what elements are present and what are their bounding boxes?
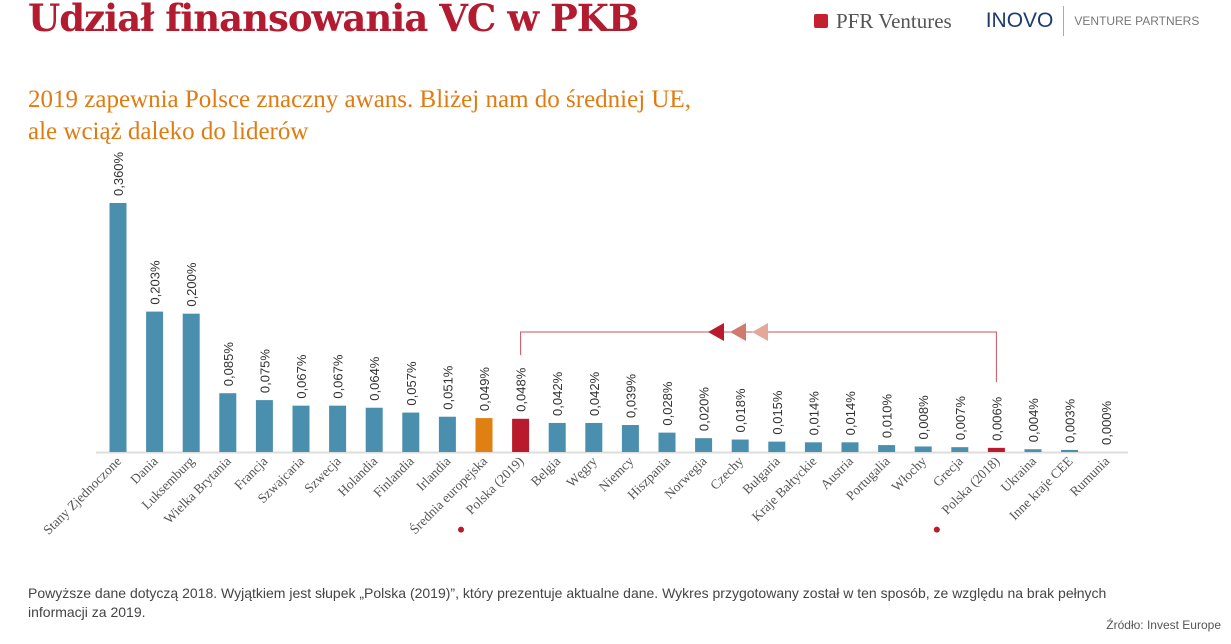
category-label: Inne kraje CEE — [1006, 454, 1075, 523]
category-label: Finlandia — [370, 454, 417, 501]
data-label: 0,018% — [733, 388, 748, 433]
data-label: 0,085% — [221, 342, 236, 387]
bar — [841, 442, 859, 452]
data-label: 0,007% — [953, 396, 968, 441]
bar — [1061, 449, 1079, 452]
bar — [402, 412, 420, 452]
data-label: 0,015% — [770, 390, 785, 435]
bar — [987, 447, 1005, 452]
bar — [621, 425, 639, 452]
subtitle-line-1: 2019 zapewnia Polsce znaczny awans. Bliż… — [28, 86, 691, 113]
inovo-subtitle: VENTURE PARTNERS — [1074, 14, 1200, 28]
bar — [1024, 449, 1042, 452]
bar — [219, 393, 237, 452]
data-label: 0,064% — [367, 356, 382, 401]
category-label: Rumunia — [1067, 454, 1113, 500]
pfr-logo-icon — [814, 14, 828, 28]
logo-divider — [1063, 6, 1065, 36]
data-label: 0,075% — [257, 349, 272, 394]
data-label: 0,006% — [989, 396, 1004, 441]
source: Źródło: Invest Europe — [1106, 618, 1221, 632]
pfr-logo: PFR Ventures — [836, 8, 952, 33]
category-label: Węgry — [563, 453, 600, 490]
poland-marker-dot — [458, 526, 465, 533]
bar — [804, 442, 822, 452]
arrowhead-icon — [708, 323, 724, 341]
bar — [146, 311, 164, 452]
bar — [914, 446, 932, 452]
bar — [878, 445, 896, 452]
bar — [438, 416, 456, 452]
data-label: 0,051% — [440, 365, 455, 410]
inovo-logo: INOVO — [985, 9, 1054, 32]
bar — [365, 407, 383, 452]
data-label: 0,004% — [1026, 398, 1041, 443]
data-label: 0,057% — [404, 361, 419, 406]
data-label: 0,200% — [184, 262, 199, 307]
data-label: 0,203% — [148, 260, 163, 305]
bar — [255, 400, 273, 452]
data-label: 0,067% — [294, 354, 309, 399]
bar — [731, 439, 749, 452]
arrowhead-icon — [730, 323, 746, 341]
footnote: Powyższe dane dotyczą 2018. Wyjątkiem je… — [28, 585, 1107, 620]
bar — [585, 422, 603, 452]
category-label: Stany Zjednoczone — [40, 454, 124, 538]
data-label: 0,042% — [587, 371, 602, 416]
bar — [658, 432, 676, 452]
data-label: 0,020% — [697, 387, 712, 432]
bar — [512, 418, 530, 452]
data-label: 0,049% — [477, 367, 492, 412]
category-label: Włochy — [888, 453, 929, 494]
data-label: 0,014% — [806, 391, 821, 436]
category-label: Belgia — [528, 454, 564, 490]
poland-marker-dot — [933, 526, 940, 533]
bar — [182, 313, 200, 452]
data-label: 0,360% — [111, 151, 126, 196]
category-label: Wielka Brytania — [161, 454, 234, 527]
data-label: 0,014% — [843, 391, 858, 436]
data-label: 0,008% — [916, 395, 931, 440]
bar — [768, 441, 786, 452]
data-label: 0,067% — [331, 354, 346, 399]
bar — [548, 422, 566, 452]
category-label: Dania — [127, 454, 160, 487]
data-label: 0,010% — [880, 394, 895, 439]
page-title: Udział finansowania VC w PKB — [28, 0, 639, 40]
bar — [292, 405, 310, 452]
data-label: 0,042% — [550, 371, 565, 416]
data-label: 0,000% — [1099, 400, 1114, 445]
arrowhead-icon — [752, 323, 768, 341]
data-label: 0,039% — [623, 373, 638, 418]
bar — [109, 203, 127, 452]
bar — [475, 418, 493, 452]
data-label: 0,048% — [514, 367, 529, 412]
data-label: 0,028% — [660, 381, 675, 426]
subtitle: 2019 zapewnia Polsce znaczny awans. Bliż… — [28, 84, 928, 148]
bar — [951, 447, 969, 452]
bar — [329, 405, 347, 452]
bar — [695, 438, 713, 452]
bar-chart: 0,360% Stany Zjednoczone 0,203% Dania 0,200%… — [40, 151, 1128, 538]
logos: PFR Ventures INOVO VENTURE PARTNERS — [814, 6, 1199, 36]
subtitle-line-2: ale wciąż daleko do liderów — [28, 118, 309, 145]
data-label: 0,003% — [1063, 398, 1078, 443]
category-label: Kraje Bałtyckie — [749, 454, 820, 525]
